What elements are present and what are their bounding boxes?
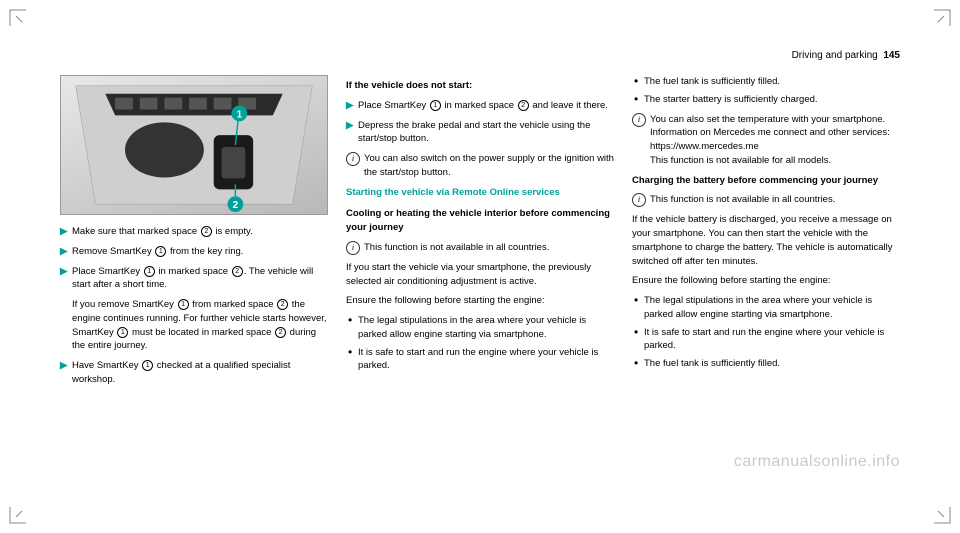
step-item: ▶ Place SmartKey 1 in marked space 2 and… [346, 99, 614, 113]
info-text: You can also set the temperature with yo… [650, 113, 900, 168]
content-columns: 1 2 ▶ Make sure that marked space 2 is e… [60, 75, 900, 393]
step-note: If you remove SmartKey 1 from marked spa… [72, 298, 328, 353]
list-item: The legal stipulations in the area where… [632, 294, 900, 322]
step-arrow-icon: ▶ [60, 265, 72, 293]
step-arrow-icon: ▶ [346, 99, 358, 113]
column-3: The fuel tank is sufficiently filled. Th… [632, 75, 900, 393]
list-item: The legal stipulations in the area where… [346, 314, 614, 342]
info-icon: i [632, 193, 646, 207]
step-arrow-icon: ▶ [60, 359, 72, 387]
step-text: Remove SmartKey 1 from the key ring. [72, 245, 328, 259]
info-icon: i [632, 113, 646, 127]
info-icon: i [346, 152, 360, 166]
step-item: ▶ Have SmartKey 1 checked at a qualified… [60, 359, 328, 387]
step-text: Make sure that marked space 2 is empty. [72, 225, 328, 239]
watermark: carmanualsonline.info [734, 453, 900, 471]
step-arrow-icon: ▶ [60, 225, 72, 239]
step-arrow-icon: ▶ [346, 119, 358, 147]
svg-text:2: 2 [233, 200, 239, 211]
list-item: It is safe to start and run the engine w… [632, 326, 900, 354]
info-text: You can also switch on the power supply … [364, 152, 614, 180]
step-item: ▶ Depress the brake pedal and start the … [346, 119, 614, 147]
corner-decoration [8, 8, 48, 48]
corner-decoration [912, 8, 952, 48]
column-2: If the vehicle does not start: ▶ Place S… [346, 75, 614, 393]
info-note: i This function is not available in all … [346, 241, 614, 255]
bullet-list: The legal stipulations in the area where… [346, 314, 614, 373]
list-item: The fuel tank is sufficiently filled. [632, 75, 900, 89]
bullet-list: The legal stipulations in the area where… [632, 294, 900, 371]
list-item: The starter battery is sufficiently char… [632, 93, 900, 107]
svg-text:1: 1 [237, 109, 243, 120]
info-note: i This function is not available in all … [632, 193, 900, 207]
info-note: i You can also switch on the power suppl… [346, 152, 614, 180]
subheading: Cooling or heating the vehicle interior … [346, 207, 614, 235]
step-text: Depress the brake pedal and start the ve… [358, 119, 614, 147]
step-arrow-icon: ▶ [60, 245, 72, 259]
paragraph: If you start the vehicle via your smartp… [346, 261, 614, 289]
corner-decoration [8, 485, 48, 525]
bullet-list: The fuel tank is sufficiently filled. Th… [632, 75, 900, 107]
column-1: 1 2 ▶ Make sure that marked space 2 is e… [60, 75, 328, 393]
info-note: i You can also set the temperature with … [632, 113, 900, 168]
info-text: This function is not available in all co… [650, 193, 900, 207]
corner-decoration [912, 485, 952, 525]
step-text: Place SmartKey 1 in marked space 2. The … [72, 265, 328, 293]
step-text: Have SmartKey 1 checked at a qualified s… [72, 359, 328, 387]
section-heading: Starting the vehicle via Remote Online s… [346, 186, 614, 200]
section-title: Driving and parking [792, 50, 878, 61]
list-item: It is safe to start and run the engine w… [346, 346, 614, 374]
info-icon: i [346, 241, 360, 255]
page-header: Driving and parking 145 [60, 50, 900, 61]
paragraph: If the vehicle battery is discharged, yo… [632, 213, 900, 268]
info-text: This function is not available in all co… [364, 241, 614, 255]
subheading: Charging the battery before commencing y… [632, 174, 900, 188]
step-item: ▶ Remove SmartKey 1 from the key ring. [60, 245, 328, 259]
subheading: If the vehicle does not start: [346, 79, 614, 93]
step-item: ▶ Make sure that marked space 2 is empty… [60, 225, 328, 239]
paragraph: Ensure the following before starting the… [346, 294, 614, 308]
step-item: ▶ Place SmartKey 1 in marked space 2. Th… [60, 265, 328, 293]
list-item: The fuel tank is sufficiently filled. [632, 357, 900, 371]
step-text: Place SmartKey 1 in marked space 2 and l… [358, 99, 614, 113]
page-number: 145 [883, 50, 900, 61]
page-content: Driving and parking 145 [60, 50, 900, 483]
paragraph: Ensure the following before starting the… [632, 274, 900, 288]
instruction-illustration: 1 2 [60, 75, 328, 215]
